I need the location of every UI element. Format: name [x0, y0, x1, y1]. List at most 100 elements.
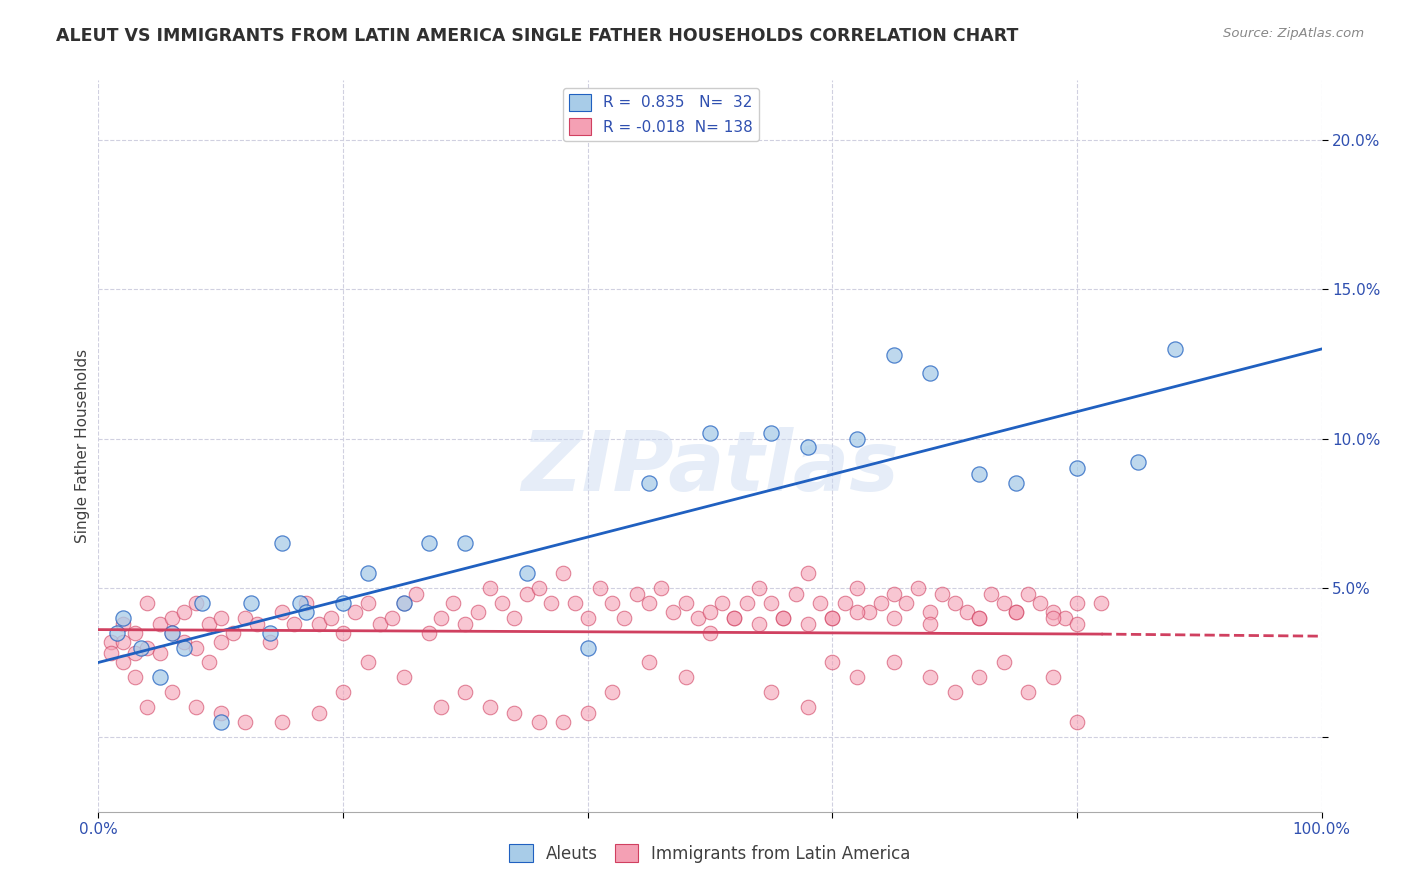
Point	[920, 616, 942, 631]
Point	[1090, 596, 1112, 610]
Point	[160, 625, 183, 640]
Point	[392, 596, 416, 610]
Point	[149, 616, 172, 631]
Point	[319, 610, 342, 624]
Point	[553, 715, 575, 730]
Point	[149, 670, 172, 684]
Text: ZIPatlas: ZIPatlas	[522, 427, 898, 508]
Point	[454, 616, 477, 631]
Point	[883, 610, 905, 624]
Point	[191, 596, 214, 610]
Point	[295, 605, 318, 619]
Point	[478, 581, 501, 595]
Point	[516, 566, 538, 580]
Point	[772, 610, 794, 624]
Point	[209, 610, 232, 624]
Point	[564, 596, 586, 610]
Point	[136, 596, 159, 610]
Point	[1042, 670, 1064, 684]
Point	[527, 715, 550, 730]
Point	[129, 640, 152, 655]
Point	[993, 656, 1015, 670]
Point	[870, 596, 893, 610]
Point	[160, 610, 183, 624]
Point	[527, 581, 550, 595]
Point	[356, 656, 378, 670]
Point	[173, 605, 195, 619]
Point	[209, 634, 232, 648]
Point	[240, 596, 263, 610]
Point	[209, 715, 232, 730]
Point	[1042, 605, 1064, 619]
Point	[149, 647, 172, 661]
Point	[883, 656, 905, 670]
Point	[246, 616, 269, 631]
Point	[1053, 610, 1076, 624]
Point	[1066, 715, 1088, 730]
Point	[772, 610, 794, 624]
Point	[173, 634, 195, 648]
Point	[650, 581, 672, 595]
Point	[356, 596, 378, 610]
Point	[516, 587, 538, 601]
Point	[270, 715, 294, 730]
Point	[699, 625, 721, 640]
Point	[186, 700, 208, 714]
Point	[907, 581, 929, 595]
Point	[1066, 461, 1088, 475]
Point	[808, 596, 831, 610]
Text: Source: ZipAtlas.com: Source: ZipAtlas.com	[1223, 27, 1364, 40]
Point	[392, 670, 416, 684]
Point	[100, 634, 122, 648]
Point	[845, 432, 868, 446]
Point	[699, 605, 721, 619]
Point	[1042, 610, 1064, 624]
Point	[1066, 596, 1088, 610]
Point	[967, 610, 990, 624]
Point	[136, 640, 159, 655]
Point	[600, 596, 623, 610]
Point	[136, 700, 159, 714]
Point	[160, 625, 183, 640]
Point	[308, 706, 330, 721]
Point	[259, 625, 281, 640]
Point	[637, 476, 661, 491]
Point	[797, 441, 820, 455]
Point	[111, 610, 134, 624]
Point	[173, 640, 195, 655]
Point	[418, 625, 440, 640]
Point	[1004, 605, 1026, 619]
Point	[980, 587, 1002, 601]
Point	[124, 670, 146, 684]
Point	[993, 596, 1015, 610]
Point	[295, 596, 318, 610]
Point	[503, 706, 526, 721]
Point	[576, 706, 599, 721]
Point	[430, 610, 453, 624]
Point	[441, 596, 464, 610]
Point	[491, 596, 513, 610]
Point	[233, 610, 256, 624]
Point	[761, 425, 783, 440]
Point	[186, 640, 208, 655]
Point	[1004, 605, 1026, 619]
Point	[540, 596, 562, 610]
Point	[589, 581, 612, 595]
Point	[283, 616, 305, 631]
Point	[821, 656, 844, 670]
Point	[553, 566, 575, 580]
Point	[1029, 596, 1052, 610]
Point	[821, 610, 844, 624]
Point	[920, 366, 942, 380]
Point	[576, 640, 599, 655]
Point	[613, 610, 636, 624]
Point	[785, 587, 807, 601]
Point	[883, 587, 905, 601]
Point	[821, 610, 844, 624]
Point	[894, 596, 917, 610]
Point	[626, 587, 648, 601]
Point	[259, 634, 281, 648]
Point	[100, 647, 122, 661]
Point	[845, 605, 868, 619]
Point	[761, 596, 783, 610]
